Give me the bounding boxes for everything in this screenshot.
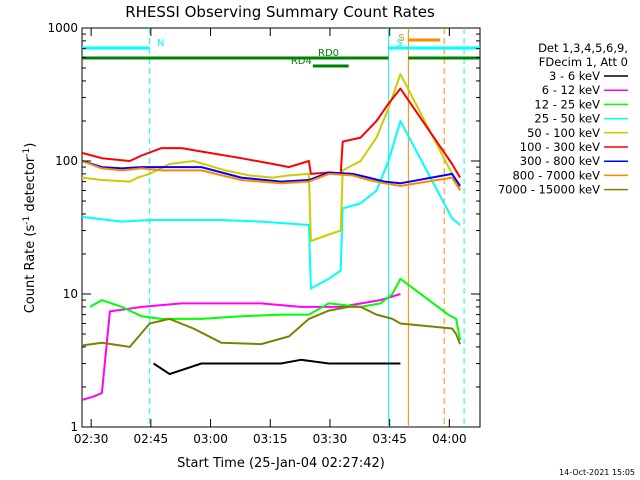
x-tick-label-3: 03:15 <box>253 432 288 446</box>
y-axis-label: Count Rate (s-1 detector-1) <box>22 143 38 314</box>
legend-label-7: 800 - 7000 keV <box>512 168 600 182</box>
legend-header-1: Det 1,3,4,5,6,9, <box>538 41 628 55</box>
ticks-layer: 02:30 02:45 03:00 03:15 03:30 03:45 04:00 1 10 10… <box>47 21 480 446</box>
decimation-label-2: RD4 <box>291 56 312 67</box>
legend-label-0: 3 - 6 keV <box>549 69 600 83</box>
x-axis-label: Start Time (25-Jan-04 02:27:42) <box>177 456 385 471</box>
y-axis-label-sup2: -1 <box>22 148 32 157</box>
plot-frame <box>81 27 481 428</box>
legend-label-2: 12 - 25 keV <box>534 97 600 111</box>
y-tick-label-1: 10 <box>63 287 78 301</box>
legend: Det 1,3,4,5,6,9, FDecim 1, Att 0 3 - 6 k… <box>498 41 628 197</box>
x-tick-label-0: 02:30 <box>74 432 109 446</box>
legend-label-8: 7000 - 15000 keV <box>498 183 600 197</box>
series-line-0 <box>153 358 401 376</box>
y-tick-label-3: 1000 <box>47 21 78 35</box>
legend-label-1: 6 - 12 keV <box>542 83 600 97</box>
x-tick-label-1: 02:45 <box>134 432 169 446</box>
y-axis-label-part: Count Rate (s <box>23 225 38 314</box>
attenuator-label-1: S <box>396 38 402 49</box>
x-tick-label-5: 03:45 <box>372 432 407 446</box>
attenuator-label-0: N <box>157 38 164 49</box>
legend-label-4: 50 - 100 keV <box>527 126 600 140</box>
y-tick-label-2: 100 <box>55 154 78 168</box>
x-tick-label-6: 04:00 <box>432 432 467 446</box>
series-line-6 <box>81 160 461 187</box>
y-axis-label-mid: detector <box>23 156 38 216</box>
legend-label-6: 300 - 800 keV <box>520 154 600 168</box>
decimation-label-0: RD0 <box>318 48 339 59</box>
series-line-7 <box>81 160 461 192</box>
y-axis-label-sup: -1 <box>22 216 32 225</box>
series-line-2 <box>89 277 462 341</box>
y-axis-label-end: ) <box>23 143 38 148</box>
saa-label: S <box>398 33 404 44</box>
y-tick-label-0: 1 <box>70 420 78 434</box>
chart-title: RHESSI Observing Summary Count Rates <box>125 3 435 21</box>
x-tick-label-2: 03:00 <box>193 432 228 446</box>
bars-layer: N S RD0 RD4 S <box>82 33 480 68</box>
series-line-8 <box>81 305 462 348</box>
series-line-5 <box>81 87 461 179</box>
footer-date: 14-Oct-2021 15:05 <box>559 468 635 477</box>
legend-header-2: FDecim 1, Att 0 <box>539 55 628 69</box>
series-layer <box>81 28 465 427</box>
series-line-4 <box>81 73 461 243</box>
x-tick-label-4: 03:30 <box>313 432 348 446</box>
series-line-3 <box>81 120 461 290</box>
legend-label-3: 25 - 50 keV <box>534 112 600 126</box>
legend-label-5: 100 - 300 keV <box>520 140 600 154</box>
